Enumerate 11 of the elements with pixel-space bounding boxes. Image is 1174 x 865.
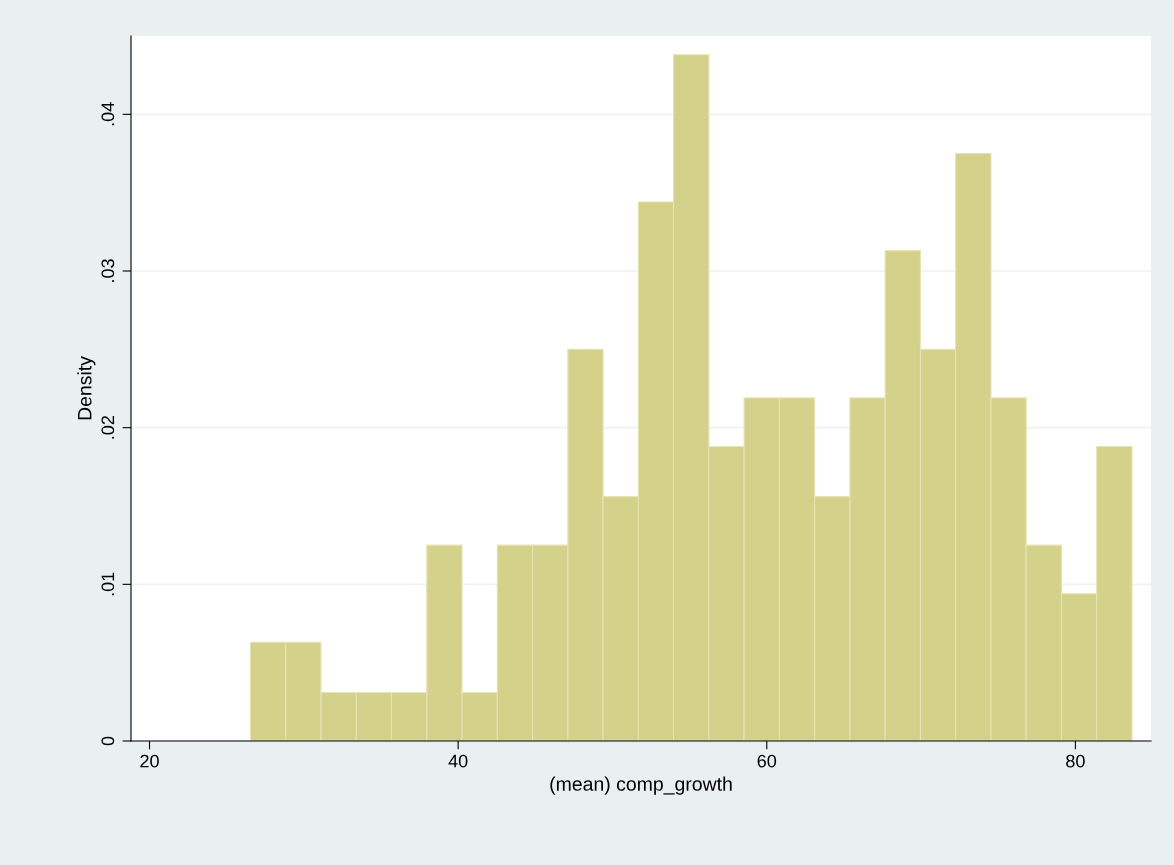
- x-tick-label: 60: [757, 754, 777, 768]
- x-tick-label: 40: [448, 754, 468, 768]
- x-axis-title: (mean) comp_growth: [550, 776, 732, 795]
- x-tick-label: 20: [140, 754, 159, 768]
- y-tick-label: .03: [101, 259, 115, 282]
- y-tick-label: .02: [101, 416, 115, 439]
- y-tick-label: .04: [101, 102, 115, 126]
- y-tick-label: 0: [101, 736, 115, 746]
- y-axis-title: Density: [77, 356, 96, 420]
- y-tick-label: .01: [101, 572, 115, 596]
- x-tick-label: 80: [1066, 754, 1085, 768]
